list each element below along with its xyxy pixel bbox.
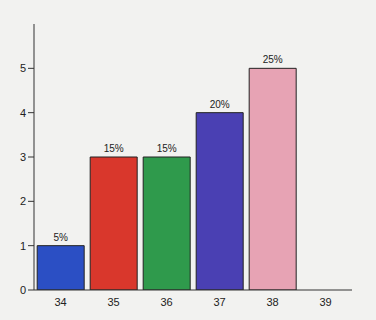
svg-text:37: 37 <box>213 296 225 308</box>
svg-text:0: 0 <box>20 284 26 296</box>
svg-text:2: 2 <box>20 195 26 207</box>
svg-text:15%: 15% <box>104 143 124 154</box>
svg-text:15%: 15% <box>157 143 177 154</box>
svg-text:5: 5 <box>20 62 26 74</box>
svg-text:35: 35 <box>107 296 119 308</box>
svg-text:20%: 20% <box>210 99 230 110</box>
svg-text:5%: 5% <box>53 232 68 243</box>
svg-text:1: 1 <box>20 240 26 252</box>
svg-text:36: 36 <box>160 296 172 308</box>
svg-text:3: 3 <box>20 151 26 163</box>
svg-text:39: 39 <box>319 296 331 308</box>
svg-text:34: 34 <box>54 296 66 308</box>
svg-text:38: 38 <box>266 296 278 308</box>
svg-text:4: 4 <box>20 107 26 119</box>
svg-text:25%: 25% <box>263 54 283 65</box>
